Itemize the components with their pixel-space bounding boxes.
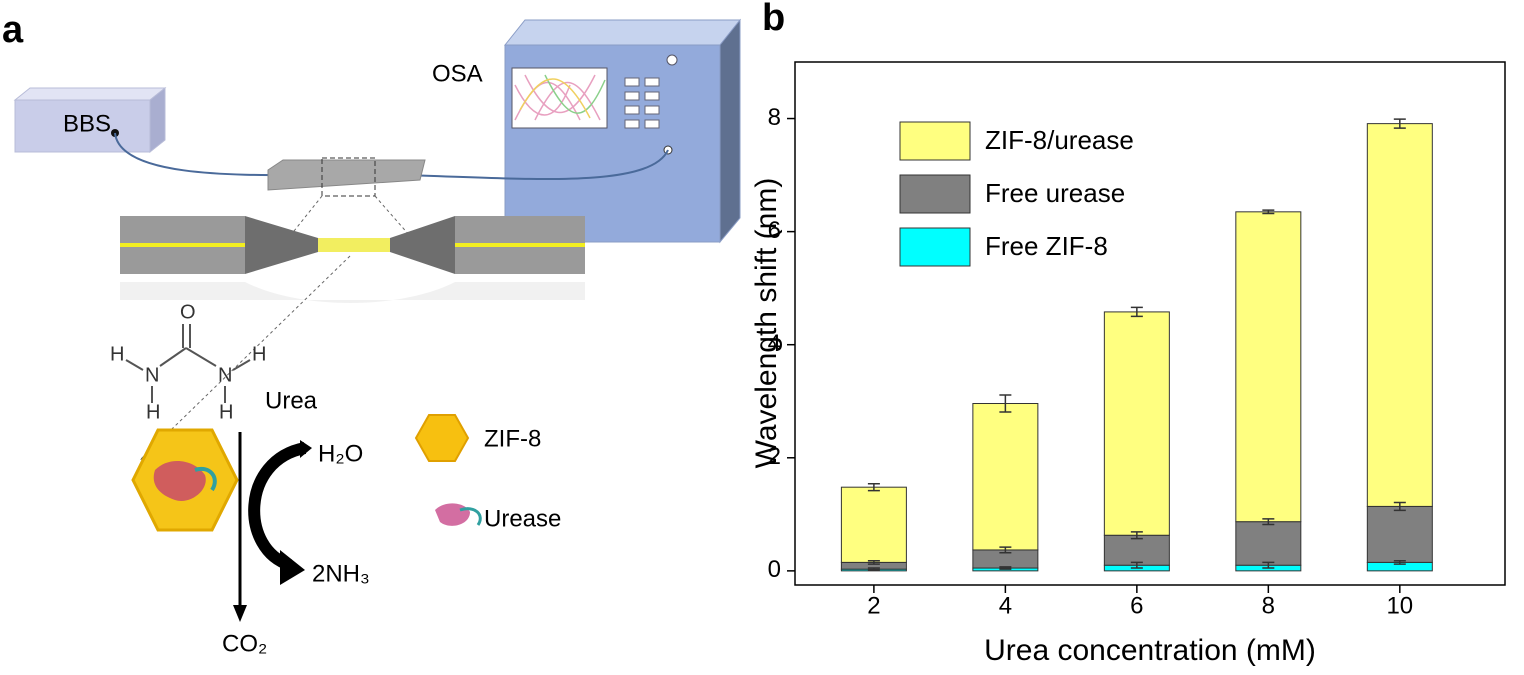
water-label: H₂O bbox=[318, 440, 363, 467]
error-bar bbox=[1130, 306, 1143, 318]
panel-label: a bbox=[2, 9, 24, 51]
y-axis-title: Wavelength shift (nm) bbox=[750, 178, 783, 469]
bbs-label: BBS bbox=[63, 110, 111, 137]
error-bar bbox=[999, 394, 1012, 413]
error-bar bbox=[999, 566, 1012, 570]
plot-frame bbox=[794, 61, 1506, 586]
x-axis-title: Urea concentration (mM) bbox=[984, 634, 1316, 667]
legend-label: ZIF-8/urease bbox=[985, 125, 1134, 155]
atom: O bbox=[180, 301, 196, 323]
error-bar bbox=[867, 483, 880, 492]
legend-swatch bbox=[899, 227, 971, 267]
y-tick-label: 4 bbox=[768, 330, 781, 357]
bar-segment bbox=[840, 486, 907, 563]
legend-label: Free urease bbox=[985, 178, 1125, 208]
error-bar bbox=[999, 546, 1012, 554]
error-bar bbox=[1262, 209, 1275, 215]
x-tick-label: 6 bbox=[1130, 592, 1143, 619]
y-tick-label: 0 bbox=[768, 556, 781, 583]
legend-swatch bbox=[899, 121, 971, 161]
x-tick-label: 4 bbox=[999, 592, 1012, 619]
urea-label: Urea bbox=[265, 387, 318, 414]
panel-label: b bbox=[762, 0, 785, 39]
bar-segment bbox=[972, 403, 1039, 551]
error-bar bbox=[1130, 561, 1143, 569]
x-tick-label: 2 bbox=[867, 592, 880, 619]
error-bar bbox=[867, 559, 880, 565]
setup-diagram bbox=[13, 18, 742, 461]
error-bar bbox=[1130, 531, 1143, 540]
atom: H bbox=[146, 401, 160, 423]
reaction-diagram bbox=[131, 414, 482, 622]
co2-label: CO₂ bbox=[222, 630, 267, 657]
osa-label: OSA bbox=[432, 60, 483, 87]
y-tick-label: 8 bbox=[768, 104, 781, 131]
error-bar bbox=[867, 567, 880, 572]
atom: N bbox=[218, 364, 232, 386]
error-bar bbox=[1262, 518, 1275, 526]
error-bar bbox=[1393, 118, 1406, 129]
atom: H bbox=[219, 401, 233, 423]
y-tick-label: 2 bbox=[768, 443, 781, 470]
error-bar bbox=[1262, 561, 1275, 569]
x-tick-label: 10 bbox=[1386, 592, 1413, 619]
bar-segment bbox=[1366, 505, 1433, 563]
atom: H bbox=[110, 343, 124, 365]
zif8-legend: ZIF-8 bbox=[484, 425, 541, 452]
bar-segment bbox=[1235, 521, 1302, 566]
bar-segment bbox=[1366, 123, 1433, 507]
error-bar bbox=[1393, 501, 1406, 512]
ammonia-label: 2NH₃ bbox=[312, 560, 370, 587]
urease-legend: Urease bbox=[484, 505, 561, 532]
atom: N bbox=[145, 364, 159, 386]
legend-swatch bbox=[899, 174, 971, 214]
x-tick-label: 8 bbox=[1262, 592, 1275, 619]
y-tick-label: 6 bbox=[768, 217, 781, 244]
molecule-bonds bbox=[125, 324, 251, 403]
legend-label: Free ZIF-8 bbox=[985, 231, 1108, 261]
bar-segment bbox=[1103, 311, 1170, 536]
bar-segment bbox=[1235, 211, 1302, 523]
error-bar bbox=[1393, 559, 1406, 565]
atom: H bbox=[252, 343, 266, 365]
bar-segment bbox=[1103, 534, 1170, 566]
